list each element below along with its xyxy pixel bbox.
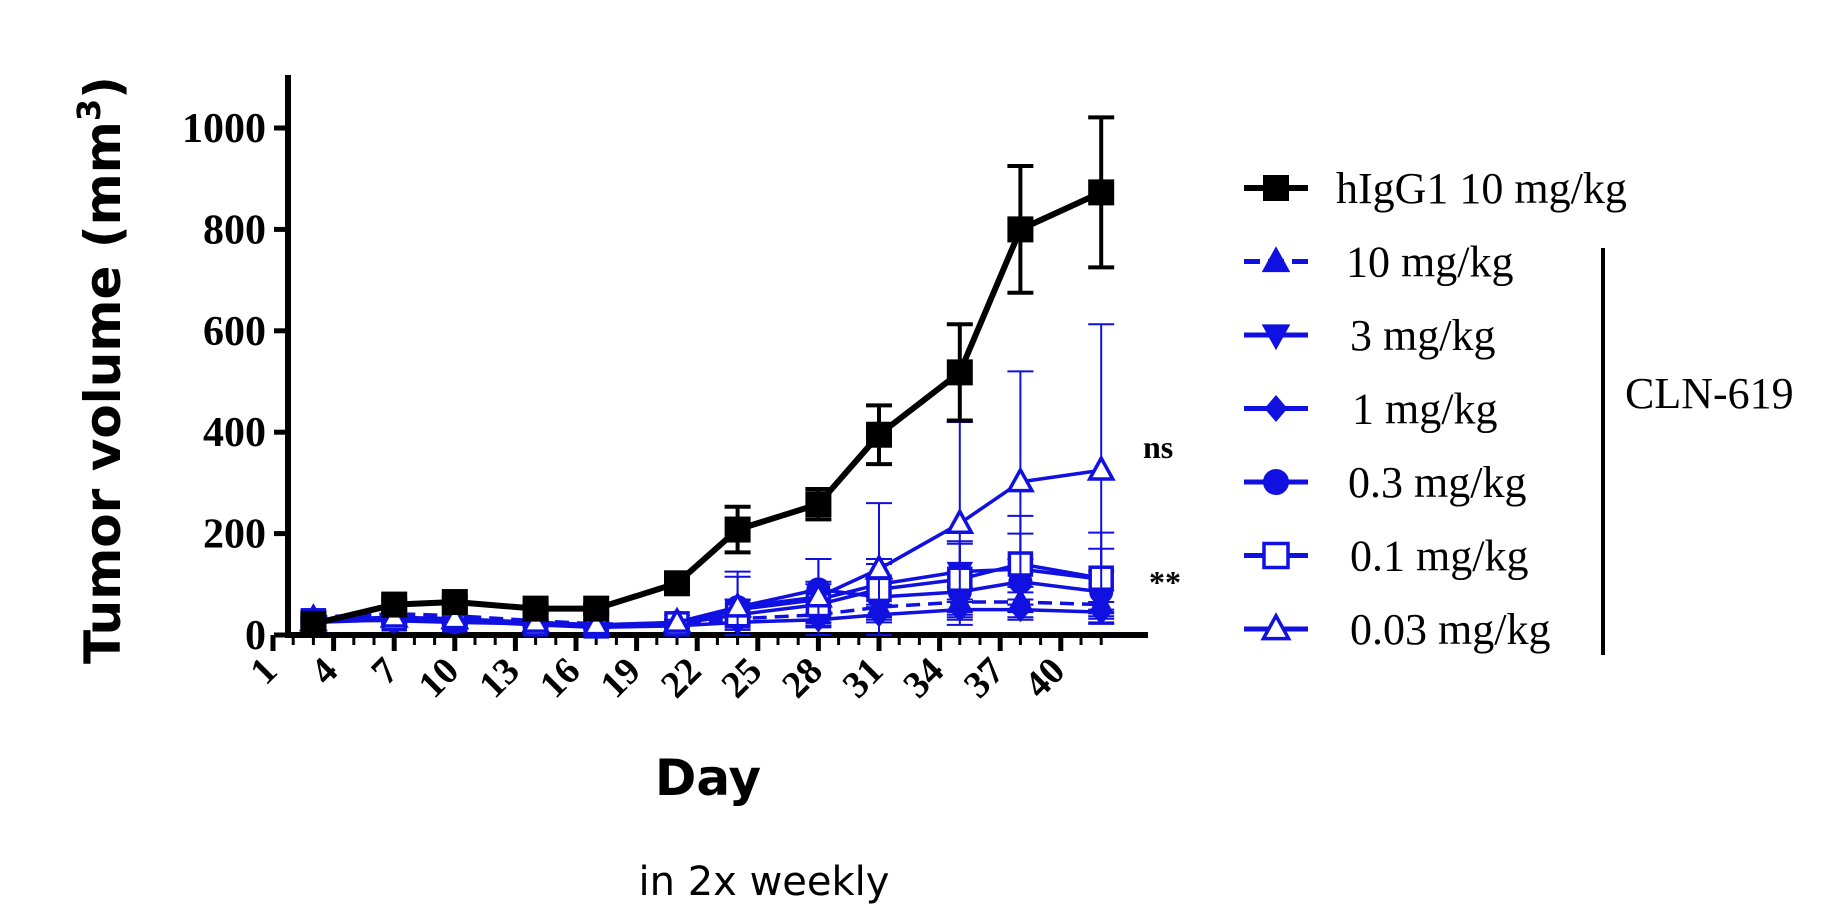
legend-label: 10 mg/kg <box>1346 238 1513 287</box>
legend-item-4: 1 mg/kg <box>1244 385 1497 434</box>
annotation-ns: ns <box>1143 429 1173 465</box>
y-tick-label: 400 <box>203 410 266 456</box>
series-7 <box>298 323 1116 636</box>
legend-item-7: 0.03 mg/kg <box>1244 605 1550 654</box>
x-axis-title: Day <box>655 749 761 807</box>
legend-item-5: 0.3 mg/kg <box>1244 458 1526 507</box>
legend-label: 0.3 mg/kg <box>1348 458 1526 507</box>
x-tick-label: 28 <box>774 650 831 707</box>
x-tick-label: 25 <box>714 650 771 707</box>
legend-label: 0.03 mg/kg <box>1350 605 1550 654</box>
y-tick-label: 0 <box>245 613 266 659</box>
y-axis-title-main: Tumor volume (mm <box>74 121 132 664</box>
triangle-up-open-marker <box>581 609 611 636</box>
x-tick-label: 34 <box>895 650 952 707</box>
triangle-up-open-marker <box>945 507 975 535</box>
legend-item-2: 10 mg/kg <box>1244 238 1513 287</box>
y-axis-title-close: ) <box>74 76 132 99</box>
y-axis-title-superscript: 3 <box>70 99 108 121</box>
square-marker <box>441 589 468 616</box>
square-marker <box>583 595 610 622</box>
x-tick-label: 10 <box>411 650 468 707</box>
x-tick-label: 16 <box>532 650 589 707</box>
legend-item-1: hIgG1 10 mg/kg <box>1244 164 1627 213</box>
legend: hIgG1 10 mg/kg 10 mg/kg 3 mg/kg 1 mg/kg 0.3 … <box>1244 164 1627 654</box>
x-tick-label: 40 <box>1017 650 1074 707</box>
square-marker <box>381 591 408 618</box>
legend-label: hIgG1 10 mg/kg <box>1336 164 1627 213</box>
square-marker <box>664 570 690 597</box>
series-layer <box>298 115 1116 640</box>
triangle-up-open-marker <box>1260 612 1292 641</box>
triangle-up-open-marker <box>1086 454 1116 481</box>
triangle-up-open-marker <box>440 603 470 630</box>
triangle-up-open-marker <box>864 553 894 580</box>
legend-item-6: 0.1 mg/kg <box>1244 532 1528 581</box>
triangle-up-open-marker <box>723 591 753 618</box>
square-marker <box>946 359 973 386</box>
circle-marker <box>1263 469 1289 495</box>
series-1 <box>300 115 1115 637</box>
square-marker <box>300 610 327 637</box>
square-marker <box>1088 179 1115 206</box>
legend-label: 0.1 mg/kg <box>1350 532 1528 581</box>
x-tick-label: 7 <box>363 650 406 693</box>
y-tick-label: 1000 <box>182 106 266 152</box>
x-tick-label: 4 <box>303 650 346 693</box>
y-tick-label: 600 <box>203 309 266 355</box>
legend-label: 3 mg/kg <box>1350 311 1495 360</box>
x-tick-label: 19 <box>592 650 649 707</box>
y-tick-label: 800 <box>203 207 266 253</box>
series-line <box>312 189 1103 627</box>
triangle-down-marker <box>1261 324 1291 351</box>
triangle-up-open-marker <box>803 581 833 608</box>
x-tick-label: 31 <box>835 650 892 707</box>
legend-item-3: 3 mg/kg <box>1244 311 1495 360</box>
x-tick-label: 22 <box>653 650 710 707</box>
triangle-up-marker <box>1261 246 1291 273</box>
annotation-significance: ** <box>1149 564 1181 600</box>
x-tick-label: 13 <box>471 650 528 707</box>
triangle-up-open-marker <box>1005 466 1035 493</box>
square-marker <box>805 491 832 518</box>
square-marker <box>866 421 892 448</box>
square-open-marker <box>1262 541 1290 570</box>
y-tick-label: 200 <box>203 512 266 558</box>
bracket-label: CLN-619 <box>1625 369 1794 418</box>
series-line <box>313 468 1102 627</box>
square-marker <box>1007 216 1034 243</box>
y-axis-title: Tumor volume (mm3) <box>70 76 132 664</box>
x-tick-label: 37 <box>956 650 1013 707</box>
square-marker <box>1263 175 1289 201</box>
legend-label: 1 mg/kg <box>1352 385 1497 434</box>
subtitle: in 2x weekly <box>639 859 890 905</box>
triangle-up-open-marker <box>662 606 692 633</box>
diamond-marker <box>1264 394 1288 423</box>
square-marker <box>522 595 549 622</box>
square-marker <box>724 516 751 543</box>
